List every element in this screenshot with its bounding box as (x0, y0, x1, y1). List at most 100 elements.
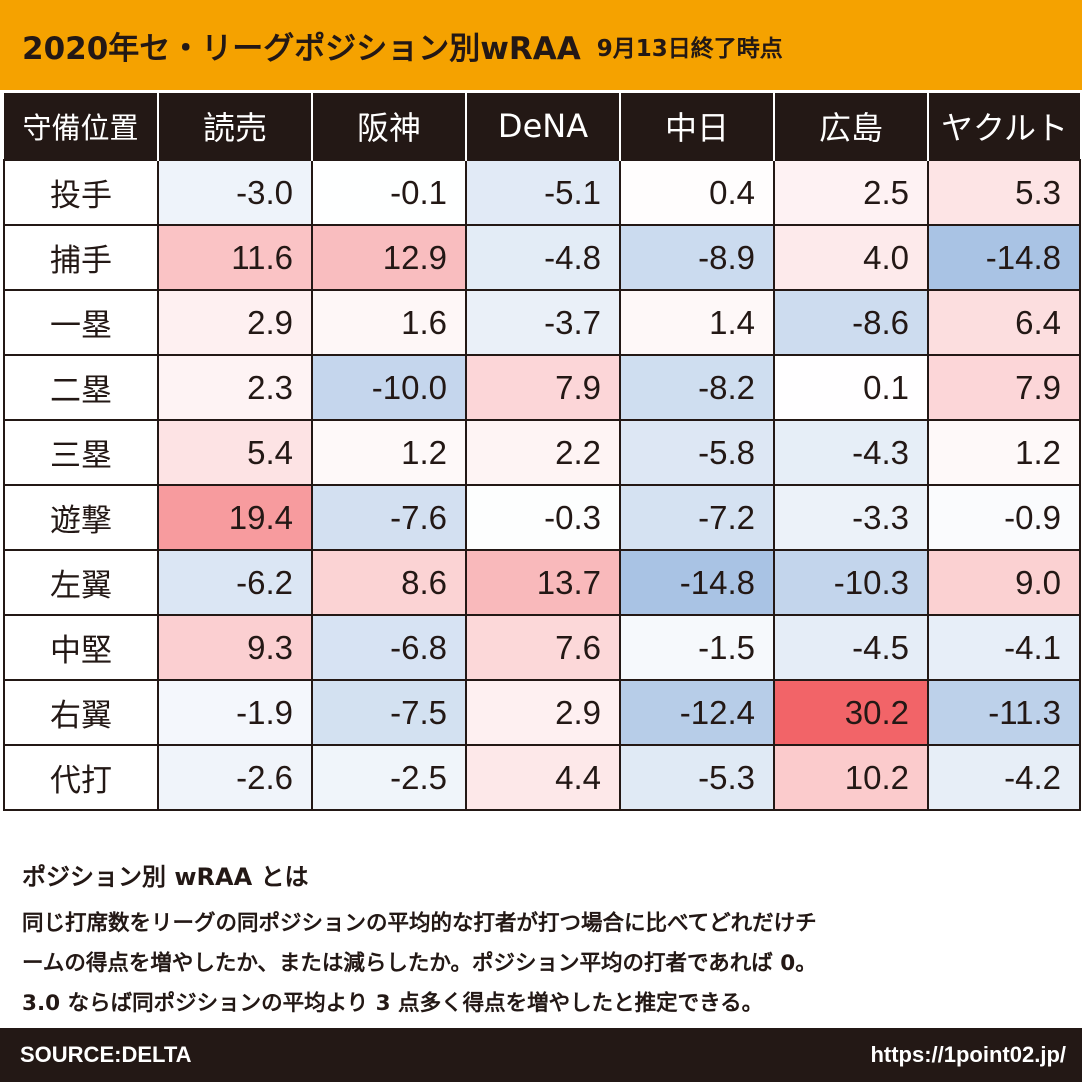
value-cell: -7.6 (311, 484, 467, 551)
table-row: 一塁 2.9 1.6 -3.7 1.4 -8.6 6.4 (3, 289, 1081, 356)
value-cell: 2.2 (465, 419, 621, 486)
value-cell: -14.8 (927, 224, 1081, 291)
column-header: DeNA (465, 93, 620, 160)
value-cell: -0.9 (927, 484, 1081, 551)
value-cell: 5.4 (157, 419, 313, 486)
value-cell: 0.1 (773, 354, 929, 421)
value-cell: 30.2 (773, 679, 929, 746)
chart-title: 2020年セ・リーグポジション別wRAA (22, 30, 581, 67)
explanation-title: ポジション別 wRAA とは (22, 863, 309, 891)
footer: SOURCE:DELTA https://1point02.jp/ (0, 1028, 1082, 1082)
value-cell: -7.2 (619, 484, 775, 551)
value-cell: -7.5 (311, 679, 467, 746)
column-header: ヤクルト (927, 93, 1080, 160)
value-cell: 13.7 (465, 549, 621, 616)
row-label: 代打 (3, 744, 159, 811)
value-cell: -2.5 (311, 744, 467, 811)
value-cell: -3.7 (465, 289, 621, 356)
table-row: 捕手 11.6 12.9 -4.8 -8.9 4.0 -14.8 (3, 224, 1081, 291)
value-cell: -4.1 (927, 614, 1081, 681)
value-cell: -6.2 (157, 549, 313, 616)
row-label: 二塁 (3, 354, 159, 421)
table-row: 投手 -3.0 -0.1 -5.1 0.4 2.5 5.3 (3, 159, 1081, 226)
row-label: 一塁 (3, 289, 159, 356)
value-cell: 9.0 (927, 549, 1081, 616)
table-row: 遊撃 19.4 -7.6 -0.3 -7.2 -3.3 -0.9 (3, 484, 1081, 551)
value-cell: -10.0 (311, 354, 467, 421)
value-cell: 4.4 (465, 744, 621, 811)
explanation-text: 同じ打席数をリーグの同ポジションの平均的な打者が打つ場合に比べてどれだけチ ーム… (22, 904, 1062, 1024)
table-row: 代打 -2.6 -2.5 4.4 -5.3 10.2 -4.2 (3, 744, 1081, 811)
value-cell: 6.4 (927, 289, 1081, 356)
value-cell: 5.3 (927, 159, 1081, 226)
column-header: 広島 (773, 93, 928, 160)
value-cell: -8.9 (619, 224, 775, 291)
value-cell: -0.3 (465, 484, 621, 551)
explanation-line: 3.0 ならば同ポジションの平均より 3 点多く得点を増やしたと推定できる。 (22, 991, 764, 1016)
table-row: 中堅 9.3 -6.8 7.6 -1.5 -4.5 -4.1 (3, 614, 1081, 681)
value-cell: 2.9 (157, 289, 313, 356)
value-cell: -5.8 (619, 419, 775, 486)
chart-subtitle: 9月13日終了時点 (596, 36, 783, 62)
value-cell: -4.2 (927, 744, 1081, 811)
value-cell: 2.3 (157, 354, 313, 421)
value-cell: -3.0 (157, 159, 313, 226)
table-row: 右翼 -1.9 -7.5 2.9 -12.4 30.2 -11.3 (3, 679, 1081, 746)
column-header: 中日 (619, 93, 774, 160)
value-cell: 0.4 (619, 159, 775, 226)
row-label: 捕手 (3, 224, 159, 291)
value-cell: -4.8 (465, 224, 621, 291)
explanation-line: 同じ打席数をリーグの同ポジションの平均的な打者が打つ場合に比べてどれだけチ (22, 911, 817, 936)
row-label: 投手 (3, 159, 159, 226)
value-cell: 19.4 (157, 484, 313, 551)
table-row: 二塁 2.3 -10.0 7.9 -8.2 0.1 7.9 (3, 354, 1081, 421)
table-body: 投手 -3.0 -0.1 -5.1 0.4 2.5 5.3 捕手 11.6 12.9 -4.8 -8.… (3, 159, 1081, 811)
value-cell: 12.9 (311, 224, 467, 291)
value-cell: 11.6 (157, 224, 313, 291)
value-cell: 4.0 (773, 224, 929, 291)
value-cell: 10.2 (773, 744, 929, 811)
value-cell: 2.5 (773, 159, 929, 226)
explanation-line: ームの得点を増やしたか、または減らしたか。ポジション平均の打者であれば 0。 (22, 951, 817, 976)
value-cell: 7.6 (465, 614, 621, 681)
source-url[interactable]: https://1point02.jp/ (870, 1042, 1066, 1067)
value-cell: -5.1 (465, 159, 621, 226)
value-cell: 7.9 (927, 354, 1081, 421)
source-label: SOURCE:DELTA (20, 1042, 192, 1067)
value-cell: 9.3 (157, 614, 313, 681)
value-cell: -6.8 (311, 614, 467, 681)
value-cell: -8.2 (619, 354, 775, 421)
explanation: ポジション別 wRAA とは 同じ打席数をリーグの同ポジションの平均的な打者が打… (22, 857, 1062, 1024)
value-cell: -1.5 (619, 614, 775, 681)
table-row: 左翼 -6.2 8.6 13.7 -14.8 -10.3 9.0 (3, 549, 1081, 616)
corner-label: 守備位置 (4, 93, 158, 160)
value-cell: -3.3 (773, 484, 929, 551)
row-label: 遊撃 (3, 484, 159, 551)
column-header: 阪神 (311, 93, 466, 160)
value-cell: 2.9 (465, 679, 621, 746)
value-cell: -4.3 (773, 419, 929, 486)
value-cell: 1.2 (927, 419, 1081, 486)
value-cell: -8.6 (773, 289, 929, 356)
value-cell: 1.4 (619, 289, 775, 356)
title-bar: 2020年セ・リーグポジション別wRAA 9月13日終了時点 (0, 0, 1082, 90)
value-cell: 1.2 (311, 419, 467, 486)
row-label: 左翼 (3, 549, 159, 616)
value-cell: 8.6 (311, 549, 467, 616)
wraa-table: 守備位置 読売 阪神 DeNA 中日 広島 ヤクルト 投手 -3.0 -0.1 -5.… (3, 93, 1081, 811)
value-cell: -12.4 (619, 679, 775, 746)
value-cell: 1.6 (311, 289, 467, 356)
value-cell: -1.9 (157, 679, 313, 746)
value-cell: -2.6 (157, 744, 313, 811)
row-label: 三塁 (3, 419, 159, 486)
value-cell: 7.9 (465, 354, 621, 421)
value-cell: -5.3 (619, 744, 775, 811)
header-row: 守備位置 読売 阪神 DeNA 中日 広島 ヤクルト (4, 93, 1080, 160)
value-cell: -4.5 (773, 614, 929, 681)
row-label: 中堅 (3, 614, 159, 681)
value-cell: -11.3 (927, 679, 1081, 746)
value-cell: -0.1 (311, 159, 467, 226)
row-label: 右翼 (3, 679, 159, 746)
value-cell: -14.8 (619, 549, 775, 616)
table-row: 三塁 5.4 1.2 2.2 -5.8 -4.3 1.2 (3, 419, 1081, 486)
